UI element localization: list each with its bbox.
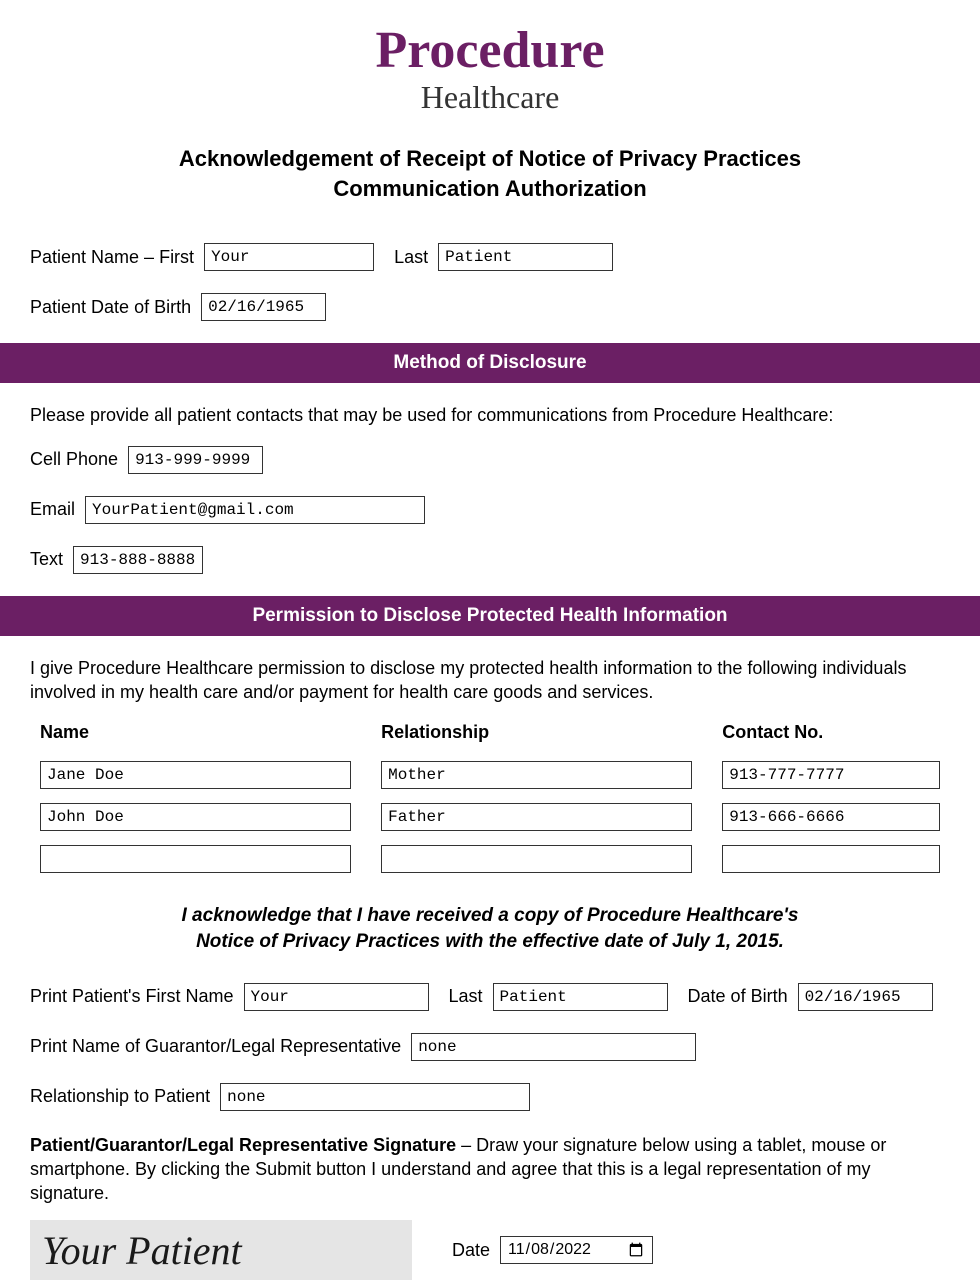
logo-container: Procedure Healthcare [0, 0, 980, 126]
signature-content: Your Patient [42, 1227, 242, 1274]
signature-label-bold: Patient/Guarantor/Legal Representative S… [30, 1135, 456, 1155]
contact-name-input[interactable] [40, 803, 351, 831]
contact-row [40, 761, 940, 789]
patient-last-input[interactable] [438, 243, 613, 271]
signature-date-input[interactable] [500, 1236, 653, 1264]
contact-name-input[interactable] [40, 761, 351, 789]
print-first-label: Print Patient's First Name [30, 986, 234, 1007]
form-title: Acknowledgement of Receipt of Notice of … [0, 144, 980, 203]
col-name: Name [40, 722, 351, 743]
acknowledge-line1: I acknowledge that I have received a cop… [60, 903, 920, 929]
relationship-input[interactable] [220, 1083, 530, 1111]
signature-date-label: Date [452, 1240, 490, 1261]
acknowledge-line2: Notice of Privacy Practices with the eff… [60, 929, 920, 955]
col-relationship: Relationship [381, 722, 692, 743]
guarantor-input[interactable] [411, 1033, 696, 1061]
contact-number-input[interactable] [722, 761, 940, 789]
patient-first-label: Patient Name – First [30, 247, 194, 268]
contact-relationship-input[interactable] [381, 845, 692, 873]
patient-first-input[interactable] [204, 243, 374, 271]
email-input[interactable] [85, 496, 425, 524]
text-label: Text [30, 549, 63, 570]
patient-last-label: Last [394, 247, 428, 268]
form-title-line2: Communication Authorization [40, 174, 940, 204]
contact-relationship-input[interactable] [381, 803, 692, 831]
signature-pad[interactable]: Your Patient [30, 1220, 412, 1280]
contacts-table: Name Relationship Contact No. [0, 722, 980, 873]
contact-number-input[interactable] [722, 803, 940, 831]
logo-line1: Procedure [0, 25, 980, 77]
cell-input[interactable] [128, 446, 263, 474]
logo-line2: Healthcare [0, 79, 980, 116]
contact-row [40, 803, 940, 831]
contact-name-input[interactable] [40, 845, 351, 873]
permission-instruction: I give Procedure Healthcare permission t… [0, 636, 980, 723]
print-last-input[interactable] [493, 983, 668, 1011]
text-input[interactable] [73, 546, 203, 574]
acknowledge-text: I acknowledge that I have received a cop… [60, 903, 920, 954]
contact-number-input[interactable] [722, 845, 940, 873]
print-dob-input[interactable] [798, 983, 933, 1011]
relationship-label: Relationship to Patient [30, 1086, 210, 1107]
contact-relationship-input[interactable] [381, 761, 692, 789]
patient-dob-label: Patient Date of Birth [30, 297, 191, 318]
print-first-input[interactable] [244, 983, 429, 1011]
email-label: Email [30, 499, 75, 520]
signature-instruction: Patient/Guarantor/Legal Representative S… [0, 1133, 980, 1206]
disclosure-instruction: Please provide all patient contacts that… [0, 383, 980, 445]
permission-header: Permission to Disclose Protected Health … [0, 596, 980, 636]
cell-label: Cell Phone [30, 449, 118, 470]
print-last-label: Last [449, 986, 483, 1007]
disclosure-header: Method of Disclosure [0, 343, 980, 383]
print-dob-label: Date of Birth [688, 986, 788, 1007]
col-contact: Contact No. [722, 722, 940, 743]
patient-dob-input[interactable] [201, 293, 326, 321]
guarantor-label: Print Name of Guarantor/Legal Representa… [30, 1036, 401, 1057]
contact-row [40, 845, 940, 873]
form-title-line1: Acknowledgement of Receipt of Notice of … [40, 144, 940, 174]
